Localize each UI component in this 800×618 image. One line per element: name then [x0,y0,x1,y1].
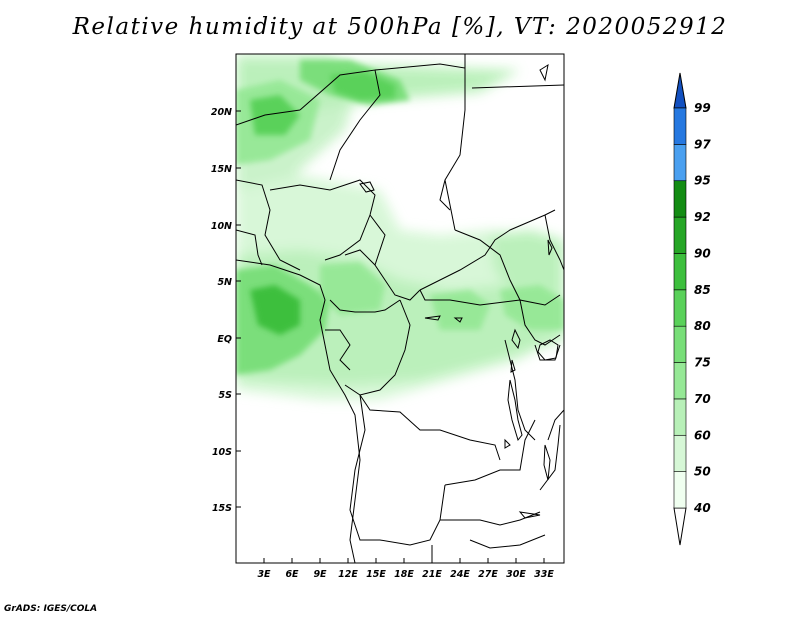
border-chad-car [369,214,421,301]
border-coastline-gulf [236,259,361,563]
humidity-field-region-cameroon [320,262,385,315]
border-sudan-ssudan [454,229,561,306]
colorbar-level-label: 97 [694,137,711,151]
lake-nasser [539,63,549,82]
lake-inland-2 [453,317,463,323]
colorbar-level-label: 50 [694,465,711,479]
colorbar-segment [673,398,687,436]
lat-tick-label: 5N [217,277,232,288]
lon-tick-label: 27E [478,569,498,580]
humidity-field-region-east-blob [500,285,564,330]
border-egypt-sudan [471,84,564,89]
axis-ticks [236,110,545,563]
border-zambia [444,419,536,486]
colorbar: 40 50 60 70 75 80 85 90 92 95 97 99 [673,72,711,546]
colorbar-level-label: 95 [694,174,711,188]
border-drc-uganda [504,339,536,441]
colorbar-level-label: 99 [694,101,711,115]
lake-albert [511,328,521,350]
lon-tick-label: 3E [257,569,271,580]
border-uganda-kenya [519,299,561,346]
colorbar-level-label: 92 [694,210,711,224]
border-nigeria [269,179,376,261]
lake-victoria [537,339,559,361]
colorbar-bottom-arrow [673,507,687,546]
lat-tick-label: 10S [212,447,232,458]
border-gabon-congo [325,329,351,371]
border-cameroon-gabon [329,299,401,313]
lake-malawi [543,444,551,481]
colorbar-level-label: 80 [694,319,711,333]
lat-tick-label: 15N [211,164,232,175]
colorbar-segment [673,325,687,363]
lat-tick-label: 20N [211,107,232,118]
colorbar-segment [673,289,687,327]
humidity-field-region-nw-core [250,95,300,135]
lat-tick-label: 15S [212,503,232,514]
lat-tick-label: EQ [217,334,232,345]
border-sudan-chad [439,179,451,211]
border-mali-niger [236,109,301,126]
map-frame [235,53,565,564]
colorbar-level-label: 70 [694,392,711,406]
border-niger-chad [374,63,466,231]
colorbar-segment [673,180,687,218]
border-east-coast [547,409,564,441]
humidity-field [236,54,564,400]
colorbar-level-label: 60 [694,428,711,442]
border-zimbabwe [469,534,546,549]
border-sahara-diagonal [299,69,381,181]
grads-credit: GrADS: IGES/COLA [4,604,98,614]
lake-kivu [510,359,516,373]
colorbar-segment [673,434,687,472]
lon-tick-label: 24E [450,569,470,580]
colorbar-segment [673,471,687,509]
lake-inland-1 [424,315,441,321]
colorbar-top-arrow [673,72,687,109]
border-cameroon-chad [344,249,376,266]
colorbar-level-label: 85 [694,283,711,297]
humidity-field-region-north-core [330,72,395,100]
lon-tick-label: 21E [422,569,442,580]
border-ethiopia [544,214,564,271]
colorbar-segment [673,216,687,254]
colorbar-level-label: 90 [694,246,711,260]
country-borders [236,54,564,563]
colorbar-segment [673,253,687,291]
colorbar-level-label: 75 [694,356,711,370]
colorbar-segments [673,107,687,509]
lake-turkana [547,239,553,256]
lon-tick-label: 30E [506,569,526,580]
lat-labels: 20N 15N 10N 5N EQ 5S 10S 15S [211,107,232,514]
colorbar-segment [673,107,687,145]
chart-title: Relative humidity at 500hPa [%], VT: 202… [72,14,728,40]
border-angola-zambia [349,394,446,546]
border-nigeria-west [236,229,263,266]
lon-tick-label: 6E [285,569,299,580]
lon-tick-label: 9E [313,569,327,580]
lon-tick-label: 12E [338,569,358,580]
colorbar-segment [673,362,687,400]
lake-kariba [518,511,541,519]
lakes [359,63,559,519]
border-car-drc [419,289,521,306]
border-west-africa-1 [236,179,301,271]
lon-labels: 3E 6E 9E 12E 15E 18E 21E 24E 27E 30E 33E [257,569,554,580]
colorbar-segment [673,144,687,182]
humidity-field-region-east-rain [490,230,564,300]
lat-tick-label: 5S [219,390,233,401]
lake-chad [359,181,375,193]
lake-tanganyika [507,379,523,442]
lon-tick-label: 18E [394,569,414,580]
lon-tick-label: 33E [534,569,554,580]
border-angola-drc [359,394,501,461]
lake-mweru [504,438,511,449]
colorbar-labels: 40 50 60 70 75 80 85 90 92 95 97 99 [693,101,711,515]
humidity-field-region-gabon-core [250,285,300,335]
colorbar-level-label: 40 [693,501,711,515]
lat-tick-label: 10N [211,221,232,232]
lon-tick-label: 15E [366,569,386,580]
